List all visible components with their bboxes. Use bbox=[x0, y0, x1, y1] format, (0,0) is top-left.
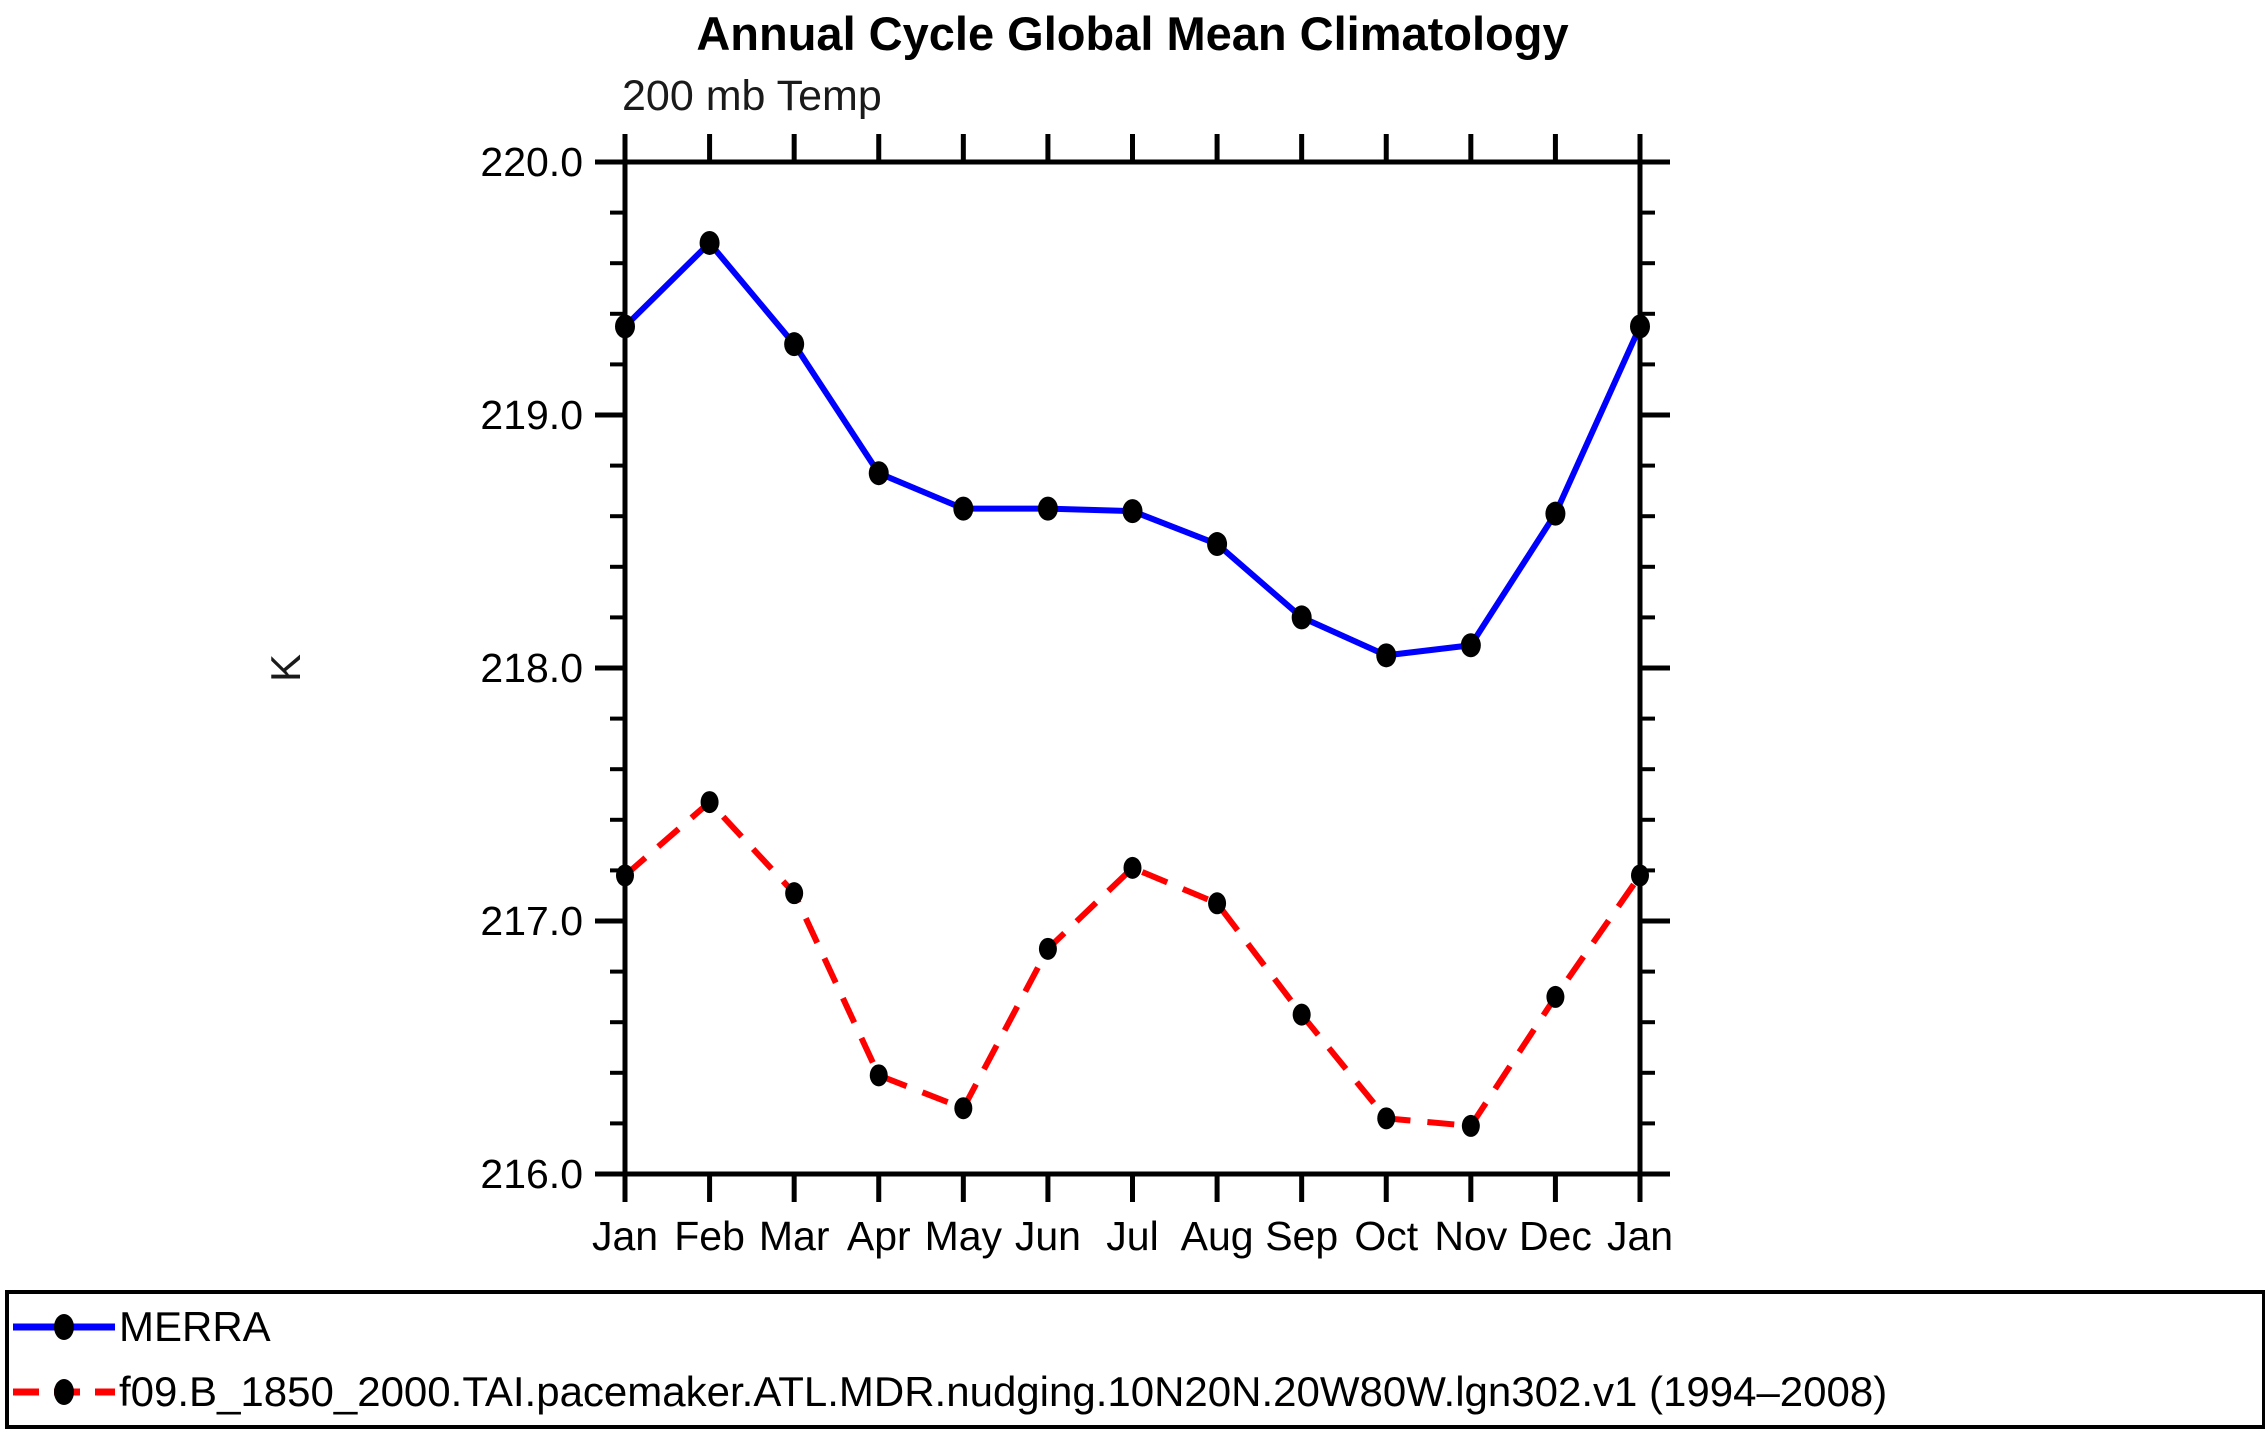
legend-box: MERRA f09.B_1850_2000.TAI.pacemaker.ATL.… bbox=[5, 1290, 2265, 1429]
x-tick-label: Jan bbox=[1607, 1213, 1673, 1259]
x-tick-label: Jun bbox=[1015, 1213, 1081, 1259]
model-line-swatch bbox=[13, 1379, 115, 1406]
series-0-marker bbox=[784, 332, 805, 357]
series-1-marker bbox=[1461, 1114, 1480, 1137]
series-0-marker bbox=[1037, 496, 1058, 521]
series-1-marker bbox=[954, 1097, 973, 1120]
y-tick-label: 217.0 bbox=[480, 898, 583, 944]
y-tick-label: 220.0 bbox=[480, 139, 583, 185]
series-0-marker bbox=[1376, 643, 1397, 668]
series-0-marker bbox=[615, 314, 635, 339]
x-tick-label: Mar bbox=[759, 1213, 830, 1259]
series-0-marker bbox=[1460, 633, 1481, 658]
y-axis-label: K bbox=[262, 653, 310, 683]
series-1-marker bbox=[1377, 1107, 1396, 1130]
x-tick-label: Jan bbox=[592, 1213, 658, 1259]
series-1-marker bbox=[785, 882, 804, 905]
legend-item-merra: MERRA bbox=[9, 1296, 2262, 1358]
series-0-marker bbox=[1630, 314, 1650, 339]
series-0-marker bbox=[1207, 532, 1228, 557]
legend-label-merra: MERRA bbox=[119, 1302, 271, 1350]
series-1-marker bbox=[1631, 864, 1649, 887]
x-tick-label: Dec bbox=[1519, 1213, 1592, 1259]
series-1-marker bbox=[1546, 985, 1565, 1008]
x-tick-label: Feb bbox=[674, 1213, 745, 1259]
series-1-line bbox=[623, 799, 1643, 1129]
x-tick-label: Nov bbox=[1434, 1213, 1507, 1259]
series-1-marker bbox=[869, 1064, 888, 1087]
x-tick-label: Sep bbox=[1265, 1213, 1338, 1259]
series-0-marker bbox=[1291, 605, 1312, 630]
y-tick-label: 218.0 bbox=[480, 645, 583, 691]
x-tick-label: May bbox=[925, 1213, 1003, 1259]
y-tick-label: 216.0 bbox=[480, 1151, 583, 1197]
x-tick-label: Oct bbox=[1354, 1213, 1418, 1259]
legend-item-model: f09.B_1850_2000.TAI.pacemaker.ATL.MDR.nu… bbox=[9, 1361, 2262, 1423]
series-0-marker bbox=[868, 461, 889, 486]
y-tick-label: 219.0 bbox=[480, 392, 583, 438]
merra-line-swatch bbox=[13, 1313, 115, 1340]
series-1-marker bbox=[1292, 1003, 1311, 1026]
x-tick-label: Apr bbox=[847, 1213, 911, 1259]
series-0-marker bbox=[699, 230, 720, 255]
model-sample-marker-icon bbox=[54, 1379, 74, 1406]
chart-title: Annual Cycle Global Mean Climatology bbox=[696, 7, 1569, 60]
series-1-marker bbox=[1208, 892, 1227, 915]
x-tick-label: Aug bbox=[1181, 1213, 1254, 1259]
chart-left-string: 200 mb Temp bbox=[622, 72, 882, 120]
merra-sample-marker-icon bbox=[54, 1313, 74, 1340]
series-1-marker bbox=[700, 791, 719, 814]
series-0-line bbox=[622, 239, 1643, 659]
series-1-marker bbox=[1038, 937, 1057, 960]
series-1-marker bbox=[616, 864, 634, 887]
series-0-marker bbox=[1122, 499, 1143, 524]
series-1-marker bbox=[1123, 856, 1142, 879]
series-0-marker bbox=[953, 496, 974, 521]
x-tick-label: Jul bbox=[1106, 1213, 1158, 1259]
series-0-marker bbox=[1545, 501, 1566, 526]
legend-label-model: f09.B_1850_2000.TAI.pacemaker.ATL.MDR.nu… bbox=[119, 1368, 1888, 1416]
